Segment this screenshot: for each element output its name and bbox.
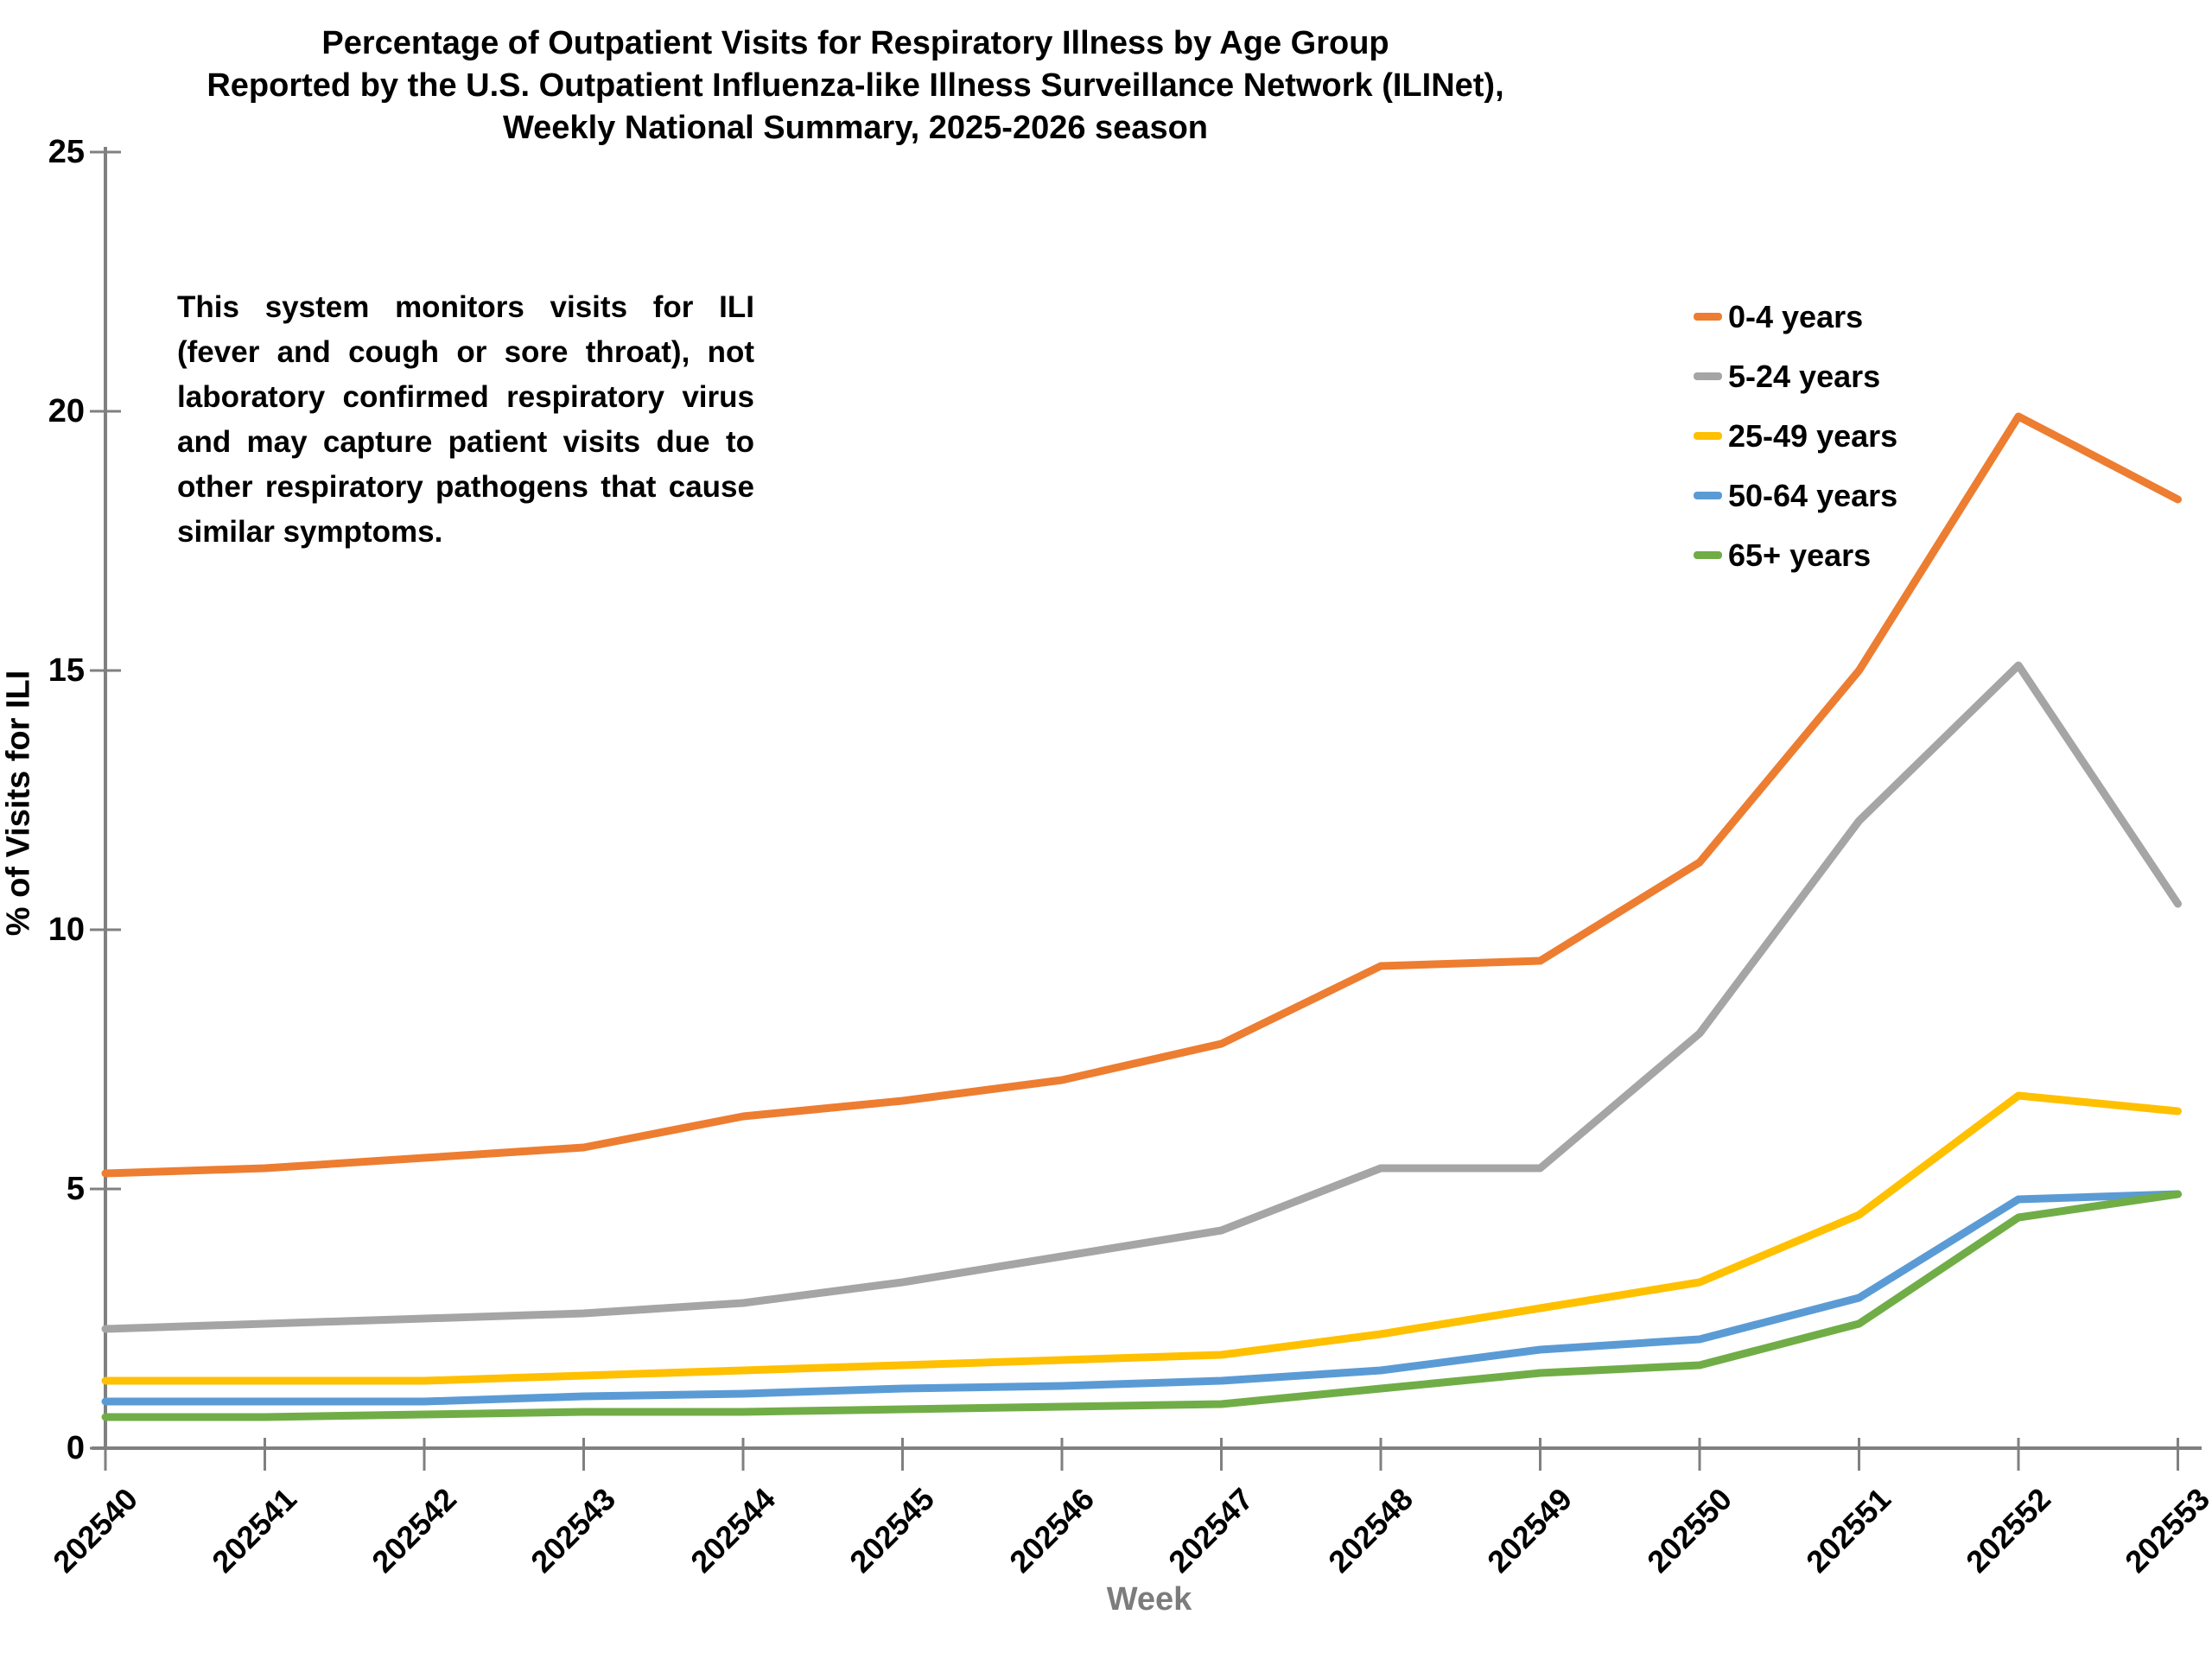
legend-swatch-icon [1694,313,1722,321]
legend-label: 65+ years [1728,537,1872,573]
legend-swatch-icon [1694,372,1722,380]
legend-swatch-icon [1694,432,1722,440]
annotation-text: This system monitors visits for ILI (fev… [177,290,754,549]
chart-title-line-1: Percentage of Outpatient Visits for Resp… [321,25,1389,61]
legend-item-5-24-years: 5-24 years [1694,346,1897,406]
legend-label: 25-49 years [1728,417,1898,454]
y-tick-label-0: 0 [66,1430,85,1466]
legend-item-65-years: 65+ years [1694,525,1897,585]
legend-item-25-49-years: 25-49 years [1694,406,1897,466]
chart-title-line-2: Reported by the U.S. Outpatient Influenz… [207,67,1504,104]
series-line-50-64-years [101,1190,2182,1406]
y-tick-label-10: 10 [48,912,85,948]
y-axis-title: % of Visits for ILI [0,670,37,937]
x-axis-title: Week [1106,1581,1192,1618]
legend-swatch-icon [1694,492,1722,499]
legend-swatch-icon [1694,551,1722,559]
legend-label: 0-4 years [1728,298,1864,334]
legend-item-50-64-years: 50-64 years [1694,466,1897,525]
legend-label: 50-64 years [1728,477,1898,513]
legend-item-0-4-years: 0-4 years [1694,287,1897,346]
series-line-65-years [101,1190,2182,1421]
series-line-0-4-years [101,412,2182,1178]
legend-label: 5-24 years [1728,358,1881,394]
y-tick-label-5: 5 [66,1171,85,1207]
chart-title-line-3: Weekly National Summary, 2025-2026 seaso… [502,110,1209,146]
chart-title: Percentage of Outpatient Visits for Resp… [0,22,1711,149]
series-line-5-24-years [101,661,2182,1333]
legend: 0-4 years 5-24 years 25-49 years 50-64 year… [1694,287,1897,585]
y-tick-label-20: 20 [48,393,85,429]
y-tick-label-15: 15 [48,652,85,689]
series-line-25-49-years [101,1091,2182,1385]
y-tick-label-25: 25 [48,134,85,170]
